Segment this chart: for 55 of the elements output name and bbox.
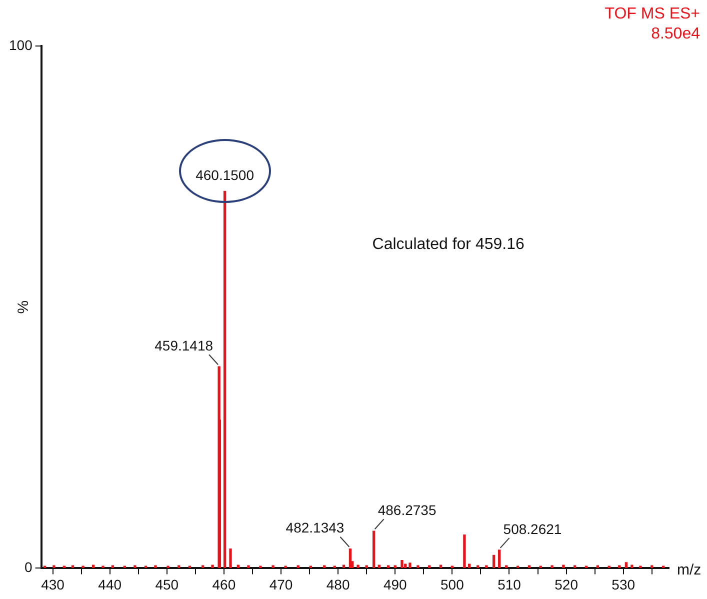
bar — [229, 548, 232, 568]
x-axis-title: m/z — [677, 561, 702, 578]
bar — [463, 534, 466, 568]
bar — [404, 564, 407, 568]
y-axis-title: % — [15, 300, 32, 314]
bar — [82, 566, 84, 568]
bar — [211, 564, 214, 568]
annotation: 459.1418 — [154, 337, 214, 354]
x-tick-label: 490 — [383, 576, 408, 592]
x-tick-label: 450 — [155, 576, 179, 592]
bar — [400, 560, 404, 568]
bar — [247, 565, 250, 568]
bar — [154, 565, 157, 568]
bar — [468, 564, 471, 568]
chart-title: TOF MS ES+ — [604, 5, 700, 22]
bar — [639, 566, 642, 568]
bar — [284, 566, 287, 568]
annotation: 508.2621 — [503, 520, 562, 537]
bar — [236, 564, 240, 568]
bar — [166, 566, 170, 568]
annotation: 460.1500 — [196, 167, 254, 184]
bar — [102, 566, 104, 568]
x-tick-label: 460 — [212, 576, 236, 592]
bar — [342, 564, 346, 568]
bar — [223, 190, 226, 568]
x-tick-label: 500 — [440, 576, 464, 592]
annotation: 486.2735 — [378, 502, 436, 518]
bar — [498, 550, 501, 568]
bar — [259, 566, 262, 568]
annotation: Calculated for 459.16 — [372, 236, 524, 253]
bar — [372, 530, 376, 568]
bar — [92, 564, 95, 568]
x-tick-label: 510 — [498, 576, 522, 592]
bar — [378, 564, 380, 568]
bar — [550, 565, 554, 568]
bar — [272, 565, 274, 568]
annotation: 482.1343 — [286, 520, 344, 536]
x-tick-label: 480 — [326, 576, 350, 592]
bar — [624, 562, 628, 568]
bar — [134, 565, 136, 568]
y-tick-label: 0 — [24, 559, 33, 576]
bar — [492, 554, 496, 568]
x-tick-label: 440 — [98, 576, 122, 592]
bar — [439, 564, 442, 568]
x-tick-label: 530 — [612, 576, 636, 592]
x-tick-label: 520 — [554, 576, 578, 592]
y-tick-label: 100 — [9, 36, 33, 53]
bar — [562, 564, 565, 568]
chart-subtitle: 8.50e4 — [651, 25, 700, 42]
x-tick-label: 470 — [269, 576, 293, 592]
bar — [408, 562, 412, 568]
bar — [356, 564, 360, 568]
x-tick-label: 430 — [41, 576, 65, 592]
bar — [630, 564, 634, 568]
bar — [416, 565, 420, 568]
